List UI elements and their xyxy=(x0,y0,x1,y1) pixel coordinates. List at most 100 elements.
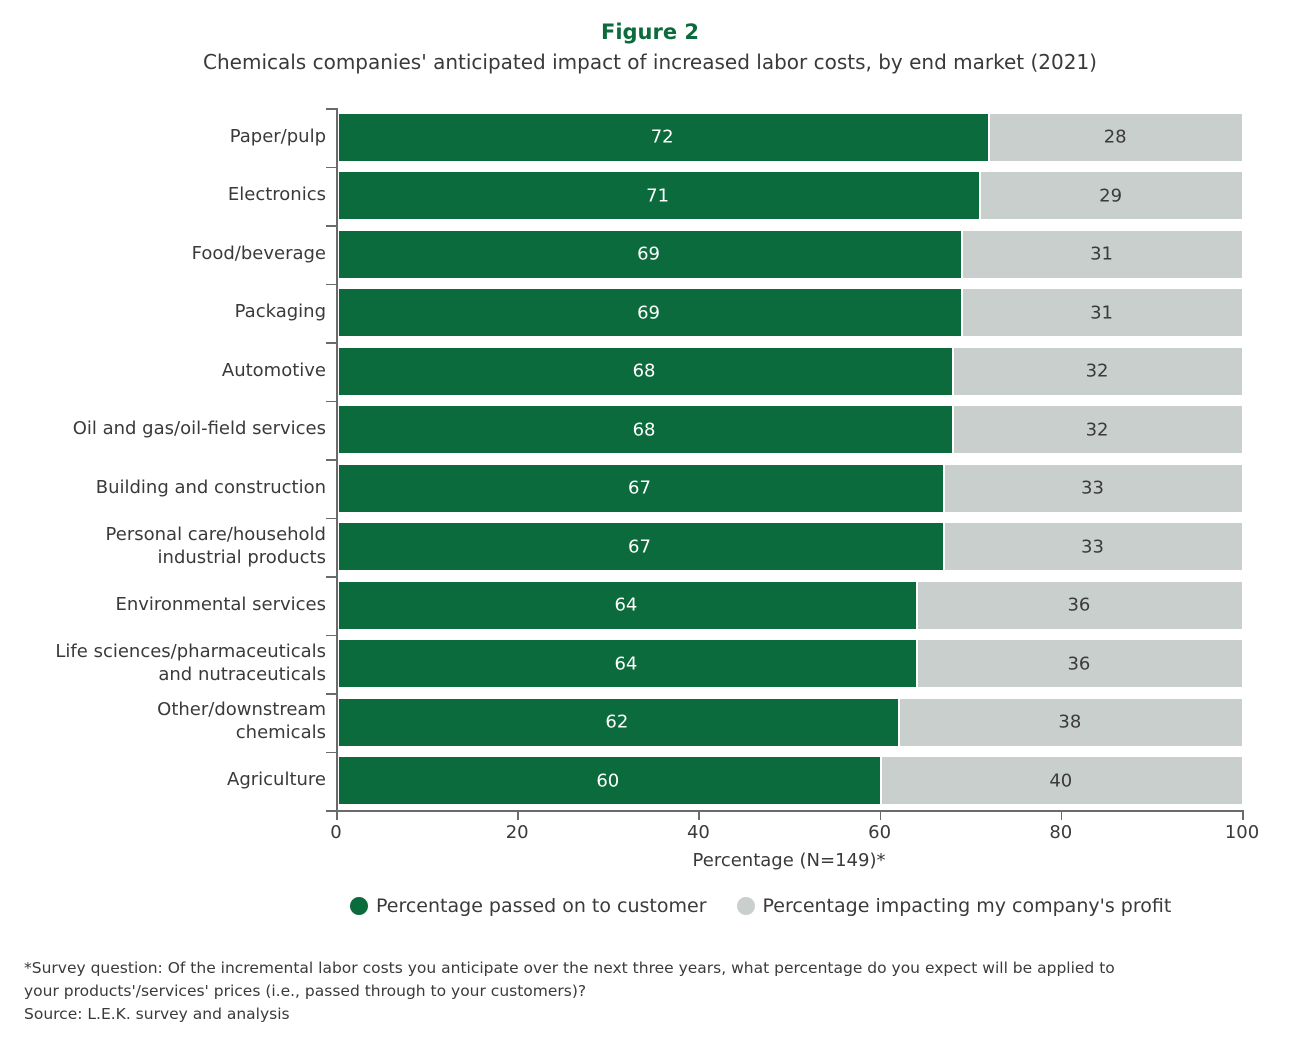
data-label: 32 xyxy=(1085,419,1109,441)
x-tick-mark xyxy=(1060,810,1063,820)
bar-passed-on xyxy=(339,289,962,337)
y-tick-mark xyxy=(326,400,336,402)
x-axis-label: Percentage (N=149)* xyxy=(692,850,886,871)
source-note: Source: L.E.K. survey and analysis xyxy=(24,1005,290,1023)
footnote-question: *Survey question: Of the incremental lab… xyxy=(24,959,1115,977)
y-tick-mark xyxy=(326,634,336,636)
bar-passed-on xyxy=(339,464,944,512)
bar-profit-impact xyxy=(954,347,1242,395)
x-tick-label: 40 xyxy=(686,822,710,843)
data-label: 31 xyxy=(1090,243,1114,265)
bar-passed-on xyxy=(339,347,953,395)
data-label: 64 xyxy=(614,653,638,675)
bar-profit-impact xyxy=(917,640,1242,688)
data-label: 67 xyxy=(628,477,651,499)
category-label: Electronics xyxy=(227,184,326,206)
x-tick-mark xyxy=(1242,810,1244,820)
category-label: Paper/pulp xyxy=(229,125,326,147)
y-tick-mark xyxy=(326,283,336,285)
category-label: Agriculture xyxy=(227,769,326,791)
y-tick-mark xyxy=(326,225,336,227)
bar-profit-impact xyxy=(899,698,1242,746)
legend-item-profit: Percentage impacting my company's profit xyxy=(736,895,1172,917)
footnote-question-cont: your products'/services' prices (i.e., p… xyxy=(24,982,587,1000)
bar-passed-on xyxy=(339,406,953,454)
data-label: 36 xyxy=(1067,594,1091,616)
legend-dot-green-icon xyxy=(350,897,368,915)
bar-profit-impact xyxy=(945,523,1242,571)
y-tick-mark xyxy=(326,517,336,519)
data-label: 33 xyxy=(1081,536,1104,558)
bar-profit-impact xyxy=(954,406,1242,454)
bar-profit-impact xyxy=(990,113,1242,161)
y-tick-mark xyxy=(326,751,336,753)
chart-subtitle: Chemicals companies' anticipated impact … xyxy=(203,50,1097,74)
bar-passed-on xyxy=(339,230,962,278)
x-axis-line xyxy=(336,810,1242,812)
category-label: Personal care/household industrial produ… xyxy=(105,523,326,568)
x-tick-label: 100 xyxy=(1224,822,1260,843)
bar-passed-on xyxy=(339,172,980,220)
x-tick-label: 20 xyxy=(505,822,529,843)
y-tick-mark xyxy=(326,459,336,461)
data-label: 36 xyxy=(1067,653,1091,675)
bar-passed-on xyxy=(339,640,916,688)
data-label: 29 xyxy=(1099,185,1123,207)
x-tick-label: 80 xyxy=(1049,822,1073,843)
legend: Percentage passed on to customer Percent… xyxy=(350,895,1171,917)
data-label: 28 xyxy=(1103,126,1127,148)
data-label: 31 xyxy=(1090,302,1114,324)
y-tick-mark xyxy=(326,342,336,344)
bar-profit-impact xyxy=(945,464,1242,512)
x-tick-mark xyxy=(517,810,519,820)
y-tick-mark xyxy=(326,576,336,578)
bar-profit-impact xyxy=(981,172,1242,220)
figure-title: Figure 2 xyxy=(600,20,700,44)
category-label: Building and construction xyxy=(95,476,326,498)
category-label: Food/beverage xyxy=(191,242,326,264)
bar-passed-on xyxy=(339,698,898,746)
data-label: 72 xyxy=(650,126,674,148)
y-tick-mark xyxy=(326,810,336,812)
category-label: Oil and gas/oil-field services xyxy=(72,418,326,440)
data-label: 69 xyxy=(637,302,661,324)
data-label: 67 xyxy=(628,536,651,558)
stacked-bar-chart: Paper/pulp 72 28 Electronics 71 29 Food/bevera… xyxy=(55,108,1260,843)
category-label: Environmental services xyxy=(115,593,326,615)
y-tick-mark xyxy=(326,166,336,168)
y-tick-mark xyxy=(326,693,336,695)
category-label: Life sciences/pharmaceuticals and nutrac… xyxy=(55,640,326,685)
footnote: *Survey question: Of the incremental lab… xyxy=(24,957,1284,1026)
bar-profit-impact xyxy=(963,230,1242,278)
legend-item-passed-on: Percentage passed on to customer xyxy=(350,895,707,917)
data-label: 64 xyxy=(614,594,638,616)
bar-profit-impact xyxy=(917,581,1242,629)
category-label: Other/downstream chemicals xyxy=(157,699,326,744)
x-tick-mark xyxy=(336,810,338,820)
bar-passed-on xyxy=(339,523,944,571)
x-tick-label: 60 xyxy=(868,822,892,843)
data-label: 71 xyxy=(646,185,670,207)
x-tick-mark xyxy=(698,810,700,820)
data-label: 33 xyxy=(1081,477,1104,499)
data-label: 40 xyxy=(1049,770,1073,792)
category-label: Packaging xyxy=(234,301,326,323)
x-tick-mark xyxy=(879,810,882,820)
data-label: 60 xyxy=(596,770,620,792)
legend-dot-gray-icon xyxy=(736,897,755,915)
data-label: 68 xyxy=(632,419,656,441)
y-tick-mark xyxy=(326,108,336,110)
x-tick-label: 0 xyxy=(330,822,342,843)
legend-label: Percentage impacting my company's profit xyxy=(762,895,1172,917)
category-label: Automotive xyxy=(221,359,326,381)
data-label: 69 xyxy=(637,243,661,265)
bar-passed-on xyxy=(339,757,880,805)
data-label: 38 xyxy=(1058,711,1082,733)
bar-passed-on xyxy=(339,581,916,629)
bar-profit-impact xyxy=(881,757,1242,805)
bar-profit-impact xyxy=(963,289,1242,337)
data-label: 32 xyxy=(1085,360,1109,382)
data-label: 68 xyxy=(632,360,656,382)
y-axis-line xyxy=(336,108,338,810)
data-label: 62 xyxy=(605,711,629,733)
